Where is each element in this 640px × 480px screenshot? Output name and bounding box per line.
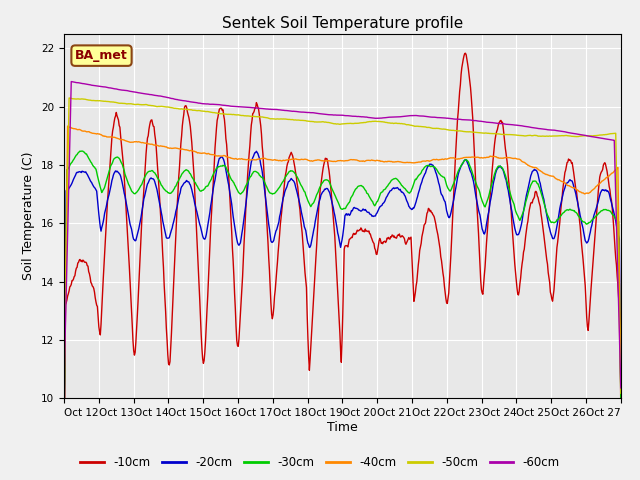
-50cm — [228, 112, 236, 118]
-50cm — [66, 95, 74, 101]
-20cm — [60, 438, 68, 444]
-60cm — [401, 113, 408, 119]
-50cm — [401, 121, 408, 127]
Legend: -10cm, -20cm, -30cm, -40cm, -50cm, -60cm: -10cm, -20cm, -30cm, -40cm, -50cm, -60cm — [76, 452, 564, 474]
-30cm — [617, 396, 625, 401]
-20cm — [256, 157, 264, 163]
-20cm — [125, 217, 133, 223]
-40cm — [228, 156, 236, 161]
-50cm — [126, 101, 134, 107]
-20cm — [401, 192, 408, 198]
-60cm — [60, 383, 68, 388]
-10cm — [276, 222, 284, 228]
Line: -50cm: -50cm — [64, 98, 621, 393]
-40cm — [60, 405, 68, 410]
Text: BA_met: BA_met — [75, 49, 128, 62]
-60cm — [256, 106, 264, 111]
-30cm — [401, 185, 408, 191]
-30cm — [432, 166, 440, 171]
-20cm — [228, 201, 236, 207]
-10cm — [461, 50, 469, 56]
-50cm — [60, 371, 68, 377]
-20cm — [253, 148, 260, 154]
-30cm — [60, 429, 68, 434]
-30cm — [256, 173, 264, 179]
-40cm — [64, 123, 72, 129]
-30cm — [228, 178, 236, 183]
-40cm — [401, 160, 408, 166]
-30cm — [77, 148, 85, 154]
-50cm — [617, 390, 625, 396]
-10cm — [255, 111, 263, 117]
Line: -30cm: -30cm — [64, 151, 621, 432]
-50cm — [277, 116, 285, 122]
Line: -20cm: -20cm — [64, 151, 621, 441]
-60cm — [432, 115, 440, 120]
-40cm — [617, 372, 625, 378]
-20cm — [432, 169, 440, 175]
-30cm — [277, 182, 285, 188]
-40cm — [432, 157, 440, 163]
-60cm — [67, 79, 75, 84]
-40cm — [126, 139, 134, 145]
Y-axis label: Soil Temperature (C): Soil Temperature (C) — [22, 152, 35, 280]
-50cm — [432, 126, 440, 132]
-40cm — [277, 158, 285, 164]
-20cm — [277, 206, 285, 212]
-20cm — [617, 388, 625, 394]
-30cm — [126, 185, 134, 191]
-40cm — [256, 156, 264, 162]
-10cm — [617, 412, 625, 418]
Title: Sentek Soil Temperature profile: Sentek Soil Temperature profile — [222, 16, 463, 31]
-10cm — [125, 264, 133, 270]
X-axis label: Time: Time — [327, 421, 358, 434]
-10cm — [431, 217, 439, 223]
-60cm — [228, 104, 236, 109]
-60cm — [617, 385, 625, 391]
-60cm — [126, 88, 134, 94]
Line: -10cm: -10cm — [64, 53, 621, 480]
-60cm — [277, 107, 285, 113]
-50cm — [256, 114, 264, 120]
Line: -60cm: -60cm — [64, 82, 621, 388]
-10cm — [400, 235, 408, 240]
Line: -40cm: -40cm — [64, 126, 621, 408]
-10cm — [228, 229, 236, 235]
